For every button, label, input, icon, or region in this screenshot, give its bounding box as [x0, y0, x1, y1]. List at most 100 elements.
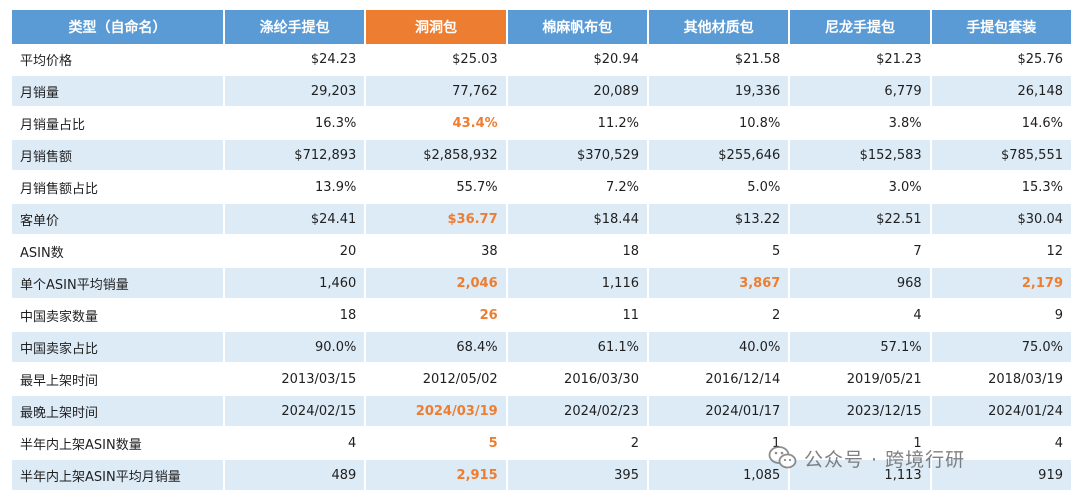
table-row: 半年内上架ASIN平均月销量 489 2,915 395 1,085 1,113 919	[12, 460, 1071, 492]
table-cell: $20.94	[507, 44, 647, 76]
table-row: ASIN数 20 38 18 5 7 12	[12, 236, 1071, 268]
table-cell: 77,762	[366, 76, 506, 108]
table-cell: 68.4%	[366, 332, 506, 364]
header-column-6: 手提包套装	[931, 10, 1071, 44]
table-cell: 1,085	[648, 460, 789, 492]
highlighted-cell: 2024/03/19	[366, 396, 506, 428]
table-body: 平均价格 $24.23 $25.03 $20.94 $21.58 $21.23 $25.76…	[12, 44, 1071, 492]
highlighted-cell: 2,179	[931, 268, 1071, 300]
table-cell: $21.23	[790, 44, 930, 76]
table-cell: $255,646	[648, 140, 789, 172]
table-cell: $25.76	[931, 44, 1071, 76]
table-cell: $22.51	[790, 204, 930, 236]
table-cell: $152,583	[790, 140, 930, 172]
table-cell: $21.58	[648, 44, 789, 76]
table-row: 半年内上架ASIN数量 4 5 2 1 1 4	[12, 428, 1071, 460]
row-label: 最早上架时间	[12, 364, 223, 396]
table-cell: 4	[931, 428, 1071, 460]
table-cell: $13.22	[648, 204, 789, 236]
table-cell: 2013/03/15	[225, 364, 365, 396]
table-cell: 1	[648, 428, 789, 460]
table-cell: $785,551	[931, 140, 1071, 172]
highlighted-cell: 3,867	[648, 268, 789, 300]
table-cell: 1,460	[225, 268, 365, 300]
table-cell: $24.23	[225, 44, 365, 76]
table-cell: 11.2%	[507, 108, 647, 140]
table-row: 月销售额占比 13.9% 55.7% 7.2% 5.0% 3.0% 15.3%	[12, 172, 1071, 204]
header-column-2: 洞洞包	[366, 10, 506, 44]
table-cell: 61.1%	[507, 332, 647, 364]
row-label: 月销量占比	[12, 108, 223, 140]
table-cell: 1,116	[507, 268, 647, 300]
highlighted-cell: 2,915	[366, 460, 506, 492]
table-cell: $18.44	[507, 204, 647, 236]
table-cell: 26,148	[931, 76, 1071, 108]
table-cell: 2023/12/15	[790, 396, 930, 428]
table-cell: 20	[225, 236, 365, 268]
highlighted-cell: $36.77	[366, 204, 506, 236]
table-cell: $712,893	[225, 140, 365, 172]
table-cell: 90.0%	[225, 332, 365, 364]
table-row: 中国卖家占比 90.0% 68.4% 61.1% 40.0% 57.1% 75.0%	[12, 332, 1071, 364]
table-cell: 4	[225, 428, 365, 460]
highlighted-cell: 2,046	[366, 268, 506, 300]
table-cell: 12	[931, 236, 1071, 268]
table-cell: 2016/12/14	[648, 364, 789, 396]
table-row: 月销量占比 16.3% 43.4% 11.2% 10.8% 3.8% 14.6%	[12, 108, 1071, 140]
table-cell: 5.0%	[648, 172, 789, 204]
highlighted-cell: 5	[366, 428, 506, 460]
table-cell: 1,113	[790, 460, 930, 492]
table-cell: 14.6%	[931, 108, 1071, 140]
table-cell: 3.8%	[790, 108, 930, 140]
table-row: 最早上架时间 2013/03/15 2012/05/02 2016/03/30 2016…	[12, 364, 1071, 396]
table-cell: 16.3%	[225, 108, 365, 140]
highlighted-cell: 26	[366, 300, 506, 332]
table-cell: 7	[790, 236, 930, 268]
table-cell: 2024/02/23	[507, 396, 647, 428]
row-label: 月销售额	[12, 140, 223, 172]
table-cell: 10.8%	[648, 108, 789, 140]
table-cell: 57.1%	[790, 332, 930, 364]
header-column-3: 棉麻帆布包	[507, 10, 647, 44]
table-cell: 15.3%	[931, 172, 1071, 204]
row-label: 半年内上架ASIN数量	[12, 428, 223, 460]
row-label: 半年内上架ASIN平均月销量	[12, 460, 223, 492]
table-cell: 2016/03/30	[507, 364, 647, 396]
table-cell: $25.03	[366, 44, 506, 76]
table-row: 中国卖家数量 18 26 11 2 4 9	[12, 300, 1071, 332]
table-cell: 2024/02/15	[225, 396, 365, 428]
table-cell: 1	[790, 428, 930, 460]
table-cell: 2018/03/19	[931, 364, 1071, 396]
row-label: 最晚上架时间	[12, 396, 223, 428]
table-cell: 55.7%	[366, 172, 506, 204]
header-type-column: 类型（自命名）	[12, 10, 223, 44]
row-label: ASIN数	[12, 236, 223, 268]
row-label: 单个ASIN平均销量	[12, 268, 223, 300]
header-column-4: 其他材质包	[648, 10, 789, 44]
table-cell: 2	[648, 300, 789, 332]
table-cell: 19,336	[648, 76, 789, 108]
table-cell: $370,529	[507, 140, 647, 172]
table-row: 单个ASIN平均销量 1,460 2,046 1,116 3,867 968 2,179	[12, 268, 1071, 300]
table-cell: 968	[790, 268, 930, 300]
table-row: 客单价 $24.41 $36.77 $18.44 $13.22 $22.51 $30.04	[12, 204, 1071, 236]
table-cell: 6,779	[790, 76, 930, 108]
table-cell: $2,858,932	[366, 140, 506, 172]
header-row: 类型（自命名） 涤纶手提包 洞洞包 棉麻帆布包 其他材质包 尼龙手提包 手提包套装	[12, 10, 1071, 44]
row-label: 客单价	[12, 204, 223, 236]
table-cell: 2019/05/21	[790, 364, 930, 396]
table-cell: 2012/05/02	[366, 364, 506, 396]
table-cell: 11	[507, 300, 647, 332]
row-label: 中国卖家占比	[12, 332, 223, 364]
table-cell: 489	[225, 460, 365, 492]
table-cell: 7.2%	[507, 172, 647, 204]
table-cell: 18	[225, 300, 365, 332]
table-cell: 2	[507, 428, 647, 460]
table-cell: 38	[366, 236, 506, 268]
table-cell: 40.0%	[648, 332, 789, 364]
table-cell: 5	[648, 236, 789, 268]
table-cell: 20,089	[507, 76, 647, 108]
table-cell: 395	[507, 460, 647, 492]
header-column-5: 尼龙手提包	[790, 10, 930, 44]
header-column-1: 涤纶手提包	[225, 10, 365, 44]
